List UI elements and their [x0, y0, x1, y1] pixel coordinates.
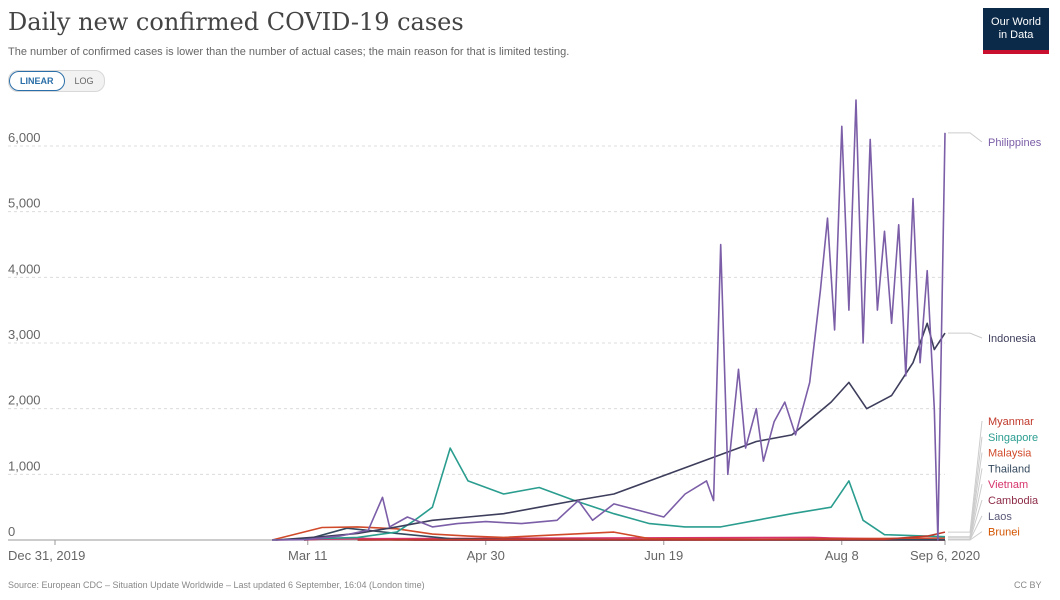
legend-leader-indonesia: [948, 332, 983, 339]
source-note: Source: European CDC – Situation Update …: [8, 580, 425, 590]
y-tick-label: 5,000: [8, 196, 41, 211]
chart-subtitle: The number of confirmed cases is lower t…: [8, 46, 570, 58]
series-line-singapore: [272, 447, 946, 541]
y-tick-label: 4,000: [8, 261, 41, 276]
y-tick-label: 1,000: [8, 458, 41, 473]
y-tick-label: 2,000: [8, 393, 41, 408]
legend-leader-brunei: [948, 531, 983, 541]
legend-label-singapore: Singapore: [988, 432, 1038, 444]
legend-label-philippines: Philippines: [988, 137, 1042, 149]
scale-toggle[interactable]: LINEAR LOG: [8, 70, 105, 92]
x-tick-label: Jun 19: [644, 548, 683, 563]
x-tick-label: Aug 8: [825, 548, 859, 563]
legend-label-laos: Laos: [988, 511, 1012, 523]
x-tick-label: Sep 6, 2020: [910, 548, 980, 563]
y-tick-label: 0: [8, 524, 15, 539]
y-tick-label: 3,000: [8, 327, 41, 342]
series-line-philippines: [272, 99, 946, 541]
chart-title: Daily new confirmed COVID-19 cases: [8, 8, 464, 36]
linear-scale-button[interactable]: LINEAR: [9, 71, 65, 91]
logo-line-2: in Data: [998, 29, 1034, 41]
log-scale-button[interactable]: LOG: [65, 71, 104, 91]
legend-leader-myanmar: [948, 420, 983, 533]
x-tick-label: Dec 31, 2019: [8, 548, 85, 563]
legend-label-thailand: Thailand: [988, 463, 1030, 475]
legend-label-brunei: Brunei: [988, 527, 1020, 539]
legend-leader-philippines: [948, 132, 983, 143]
license-label[interactable]: CC BY: [1014, 580, 1042, 590]
legend-label-indonesia: Indonesia: [988, 333, 1037, 345]
series-line-myanmar: [357, 531, 946, 541]
legend-leader-vietnam: [948, 484, 983, 541]
legend-label-myanmar: Myanmar: [988, 416, 1034, 428]
legend-label-vietnam: Vietnam: [988, 479, 1028, 491]
legend-label-malaysia: Malaysia: [988, 448, 1032, 460]
legend-label-cambodia: Cambodia: [988, 495, 1039, 507]
x-tick-label: Apr 30: [467, 548, 505, 563]
x-tick-label: Mar 11: [288, 548, 328, 563]
logo-line-1: Our World: [991, 16, 1041, 28]
y-tick-label: 6,000: [8, 130, 41, 145]
our-world-in-data-logo[interactable]: Our World in Data: [983, 8, 1049, 54]
